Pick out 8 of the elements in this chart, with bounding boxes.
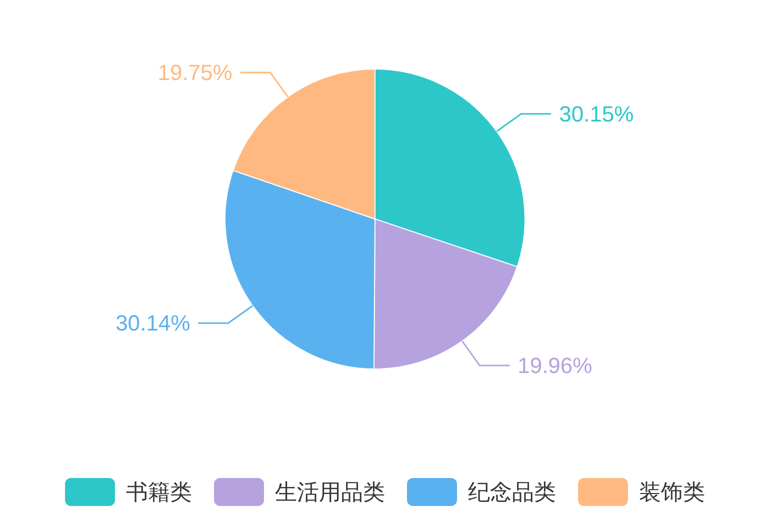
legend-label: 生活用品类 bbox=[275, 480, 385, 504]
legend-label: 书籍类 bbox=[126, 480, 192, 504]
data-label: 30.15% bbox=[559, 101, 634, 126]
data-label: 19.96% bbox=[518, 352, 592, 378]
legend-label: 装饰类 bbox=[639, 480, 705, 504]
data-label: 30.14% bbox=[116, 310, 190, 336]
legend-label: 纪念品类 bbox=[468, 480, 556, 504]
data-label: 19.75% bbox=[158, 60, 232, 86]
